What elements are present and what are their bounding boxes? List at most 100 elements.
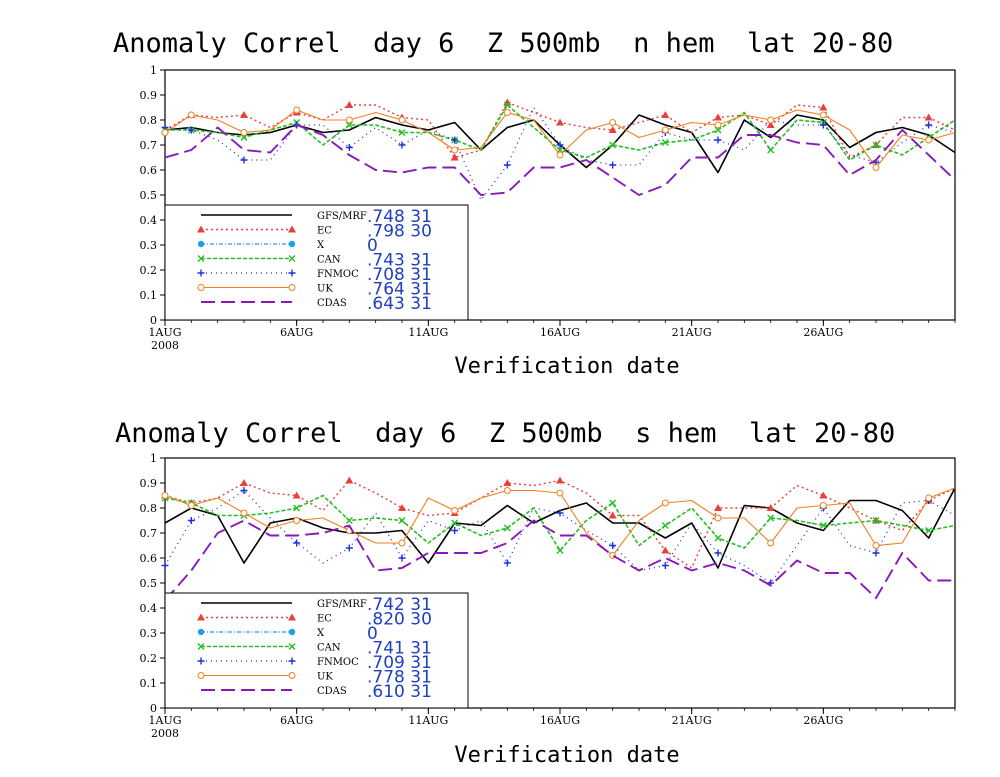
legend-marker bbox=[197, 672, 205, 679]
data-point bbox=[503, 101, 511, 109]
data-point-shape bbox=[240, 479, 248, 486]
data-point bbox=[767, 539, 775, 547]
data-point bbox=[556, 547, 564, 554]
data-point bbox=[161, 492, 169, 499]
legend-series-stat: .748 31 bbox=[367, 207, 432, 227]
data-point bbox=[293, 504, 301, 512]
data-point bbox=[503, 487, 511, 494]
data-point-shape bbox=[451, 146, 459, 154]
legend-marker bbox=[288, 269, 296, 277]
legend-marker bbox=[197, 613, 205, 621]
data-point-shape bbox=[661, 499, 669, 507]
y-tick-label: 1 bbox=[150, 452, 157, 465]
legend: GFS/MRF .748 31 EC .798 30 X 0 CAN .743 31 FNMOC… bbox=[164, 204, 469, 321]
x-tick-label: 11AUG bbox=[408, 326, 448, 339]
data-point-shape bbox=[766, 504, 775, 511]
y-tick-label: 0 bbox=[150, 702, 157, 715]
data-point bbox=[345, 116, 353, 124]
data-point-shape bbox=[766, 121, 775, 128]
data-point bbox=[819, 121, 827, 129]
x-tick-label: 21AUG bbox=[672, 326, 712, 339]
data-point-shape bbox=[451, 507, 459, 514]
data-point bbox=[609, 542, 617, 549]
data-point-shape bbox=[240, 509, 248, 517]
data-point bbox=[503, 109, 511, 116]
data-point bbox=[714, 534, 722, 542]
data-point-shape bbox=[398, 554, 406, 562]
data-point bbox=[661, 562, 669, 569]
data-point bbox=[819, 502, 827, 509]
data-point-shape bbox=[398, 129, 406, 136]
y-tick-label: 0.7 bbox=[140, 527, 158, 540]
data-point bbox=[240, 509, 248, 517]
legend-marker bbox=[197, 628, 205, 636]
data-point-shape bbox=[345, 121, 353, 129]
data-point bbox=[451, 519, 459, 527]
data-point bbox=[240, 487, 248, 494]
legend-marker-shape bbox=[197, 225, 205, 233]
data-point bbox=[609, 161, 617, 169]
data-point bbox=[661, 139, 669, 146]
data-point-shape bbox=[609, 499, 617, 507]
data-point bbox=[556, 151, 564, 159]
data-point bbox=[345, 544, 353, 552]
series-line-gfsmrf bbox=[164, 487, 956, 569]
legend-series-stat: .643 31 bbox=[367, 294, 432, 314]
data-point bbox=[661, 499, 669, 507]
legend-marker bbox=[197, 643, 205, 650]
legend-marker bbox=[288, 240, 296, 248]
legend-marker-shape bbox=[197, 657, 205, 665]
data-point-shape bbox=[819, 111, 827, 119]
data-point-shape bbox=[161, 562, 169, 569]
data-point-shape bbox=[924, 113, 933, 121]
data-point bbox=[345, 517, 353, 524]
legend-marker bbox=[288, 672, 296, 679]
legend-series-stat: .708 31 bbox=[367, 265, 432, 285]
data-point-shape bbox=[925, 527, 933, 534]
legend-marker-shape bbox=[288, 255, 296, 262]
data-point-shape bbox=[872, 549, 880, 557]
data-point bbox=[714, 126, 722, 134]
x-tick-year: 2008 bbox=[151, 727, 179, 740]
data-point bbox=[293, 539, 301, 547]
data-point-shape bbox=[872, 517, 880, 524]
chart-panel-north: Anomaly Correl day 6 Z 500mb n hem lat 2… bbox=[113, 28, 956, 379]
data-point-shape bbox=[240, 156, 248, 164]
legend-series-stat: .778 31 bbox=[367, 668, 432, 688]
x-tick-label: 26AUG bbox=[803, 326, 843, 339]
x-tick-label: 21AUG bbox=[672, 714, 712, 727]
x-axis-label: Verification date bbox=[454, 743, 679, 768]
data-point bbox=[767, 116, 775, 124]
legend-marker-shape bbox=[197, 240, 205, 248]
data-point-shape bbox=[819, 502, 827, 509]
legend-marker-shape bbox=[288, 613, 296, 621]
data-point bbox=[609, 119, 617, 126]
data-point-shape bbox=[187, 126, 195, 134]
data-point bbox=[819, 103, 828, 111]
y-tick-label: 0.2 bbox=[140, 652, 158, 665]
data-point bbox=[872, 517, 880, 524]
data-point bbox=[925, 136, 933, 144]
legend-marker bbox=[197, 284, 205, 291]
data-point bbox=[608, 511, 617, 519]
legend-series-name: UK bbox=[317, 672, 333, 683]
data-point-shape bbox=[872, 542, 880, 549]
data-point-shape bbox=[609, 141, 617, 149]
data-point-shape bbox=[398, 517, 406, 524]
data-point-shape bbox=[293, 517, 301, 524]
data-point bbox=[187, 126, 195, 134]
legend-series-stat: .743 31 bbox=[367, 251, 432, 271]
legend-series-name: CAN bbox=[317, 643, 341, 654]
y-tick-label: 1 bbox=[150, 64, 157, 77]
data-point-shape bbox=[925, 494, 933, 502]
data-point-shape bbox=[161, 129, 169, 136]
legend-marker bbox=[288, 643, 296, 650]
data-point bbox=[398, 129, 406, 136]
data-point bbox=[503, 161, 511, 169]
data-point-shape bbox=[714, 113, 722, 121]
data-point bbox=[293, 517, 301, 524]
data-point-shape bbox=[345, 476, 354, 484]
y-tick-label: 0.5 bbox=[140, 189, 158, 202]
legend-series-name: GFS/MRF bbox=[317, 211, 367, 222]
data-point bbox=[293, 106, 301, 114]
